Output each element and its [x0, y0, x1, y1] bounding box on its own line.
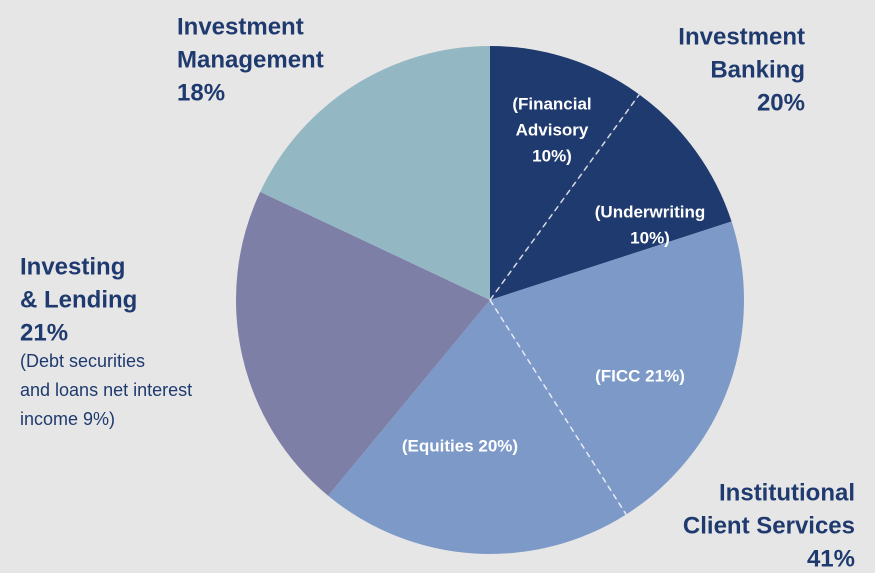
- pie-slice: [328, 300, 627, 554]
- group-label: Investing: [20, 253, 125, 280]
- group-note: and loans net interest: [20, 380, 192, 400]
- group-label: Banking: [710, 56, 805, 83]
- group-note: income 9%): [20, 409, 115, 429]
- group-label: Investment: [678, 23, 805, 50]
- pie-slice: [490, 221, 744, 515]
- group-label: & Lending: [20, 286, 137, 313]
- group-label: Investment: [177, 13, 304, 40]
- group-label: Institutional: [719, 479, 855, 506]
- segment-label: 10%): [532, 146, 572, 165]
- segment-label: Advisory: [516, 120, 589, 139]
- segment-label: (Equities 20%): [402, 436, 518, 455]
- group-value-label: 18%: [177, 79, 225, 106]
- group-note: (Debt securities: [20, 351, 145, 371]
- segment-divider: [489, 94, 640, 301]
- group-value-label: 20%: [757, 89, 805, 116]
- pie-slice: [260, 46, 490, 300]
- segment-label: (FICC 21%): [595, 366, 685, 385]
- segment-label: (Underwriting: [595, 202, 706, 221]
- segment-label: 10%): [630, 228, 670, 247]
- segment-divider: [489, 299, 627, 515]
- pie-slice: [490, 94, 732, 301]
- pie-slice: [236, 191, 490, 496]
- segment-label: (Financial: [512, 94, 591, 113]
- group-value-label: 21%: [20, 319, 68, 346]
- group-label: Client Services: [683, 512, 855, 539]
- group-value-label: 41%: [807, 545, 855, 572]
- pie-slice: [490, 46, 640, 300]
- group-label: Management: [177, 46, 324, 73]
